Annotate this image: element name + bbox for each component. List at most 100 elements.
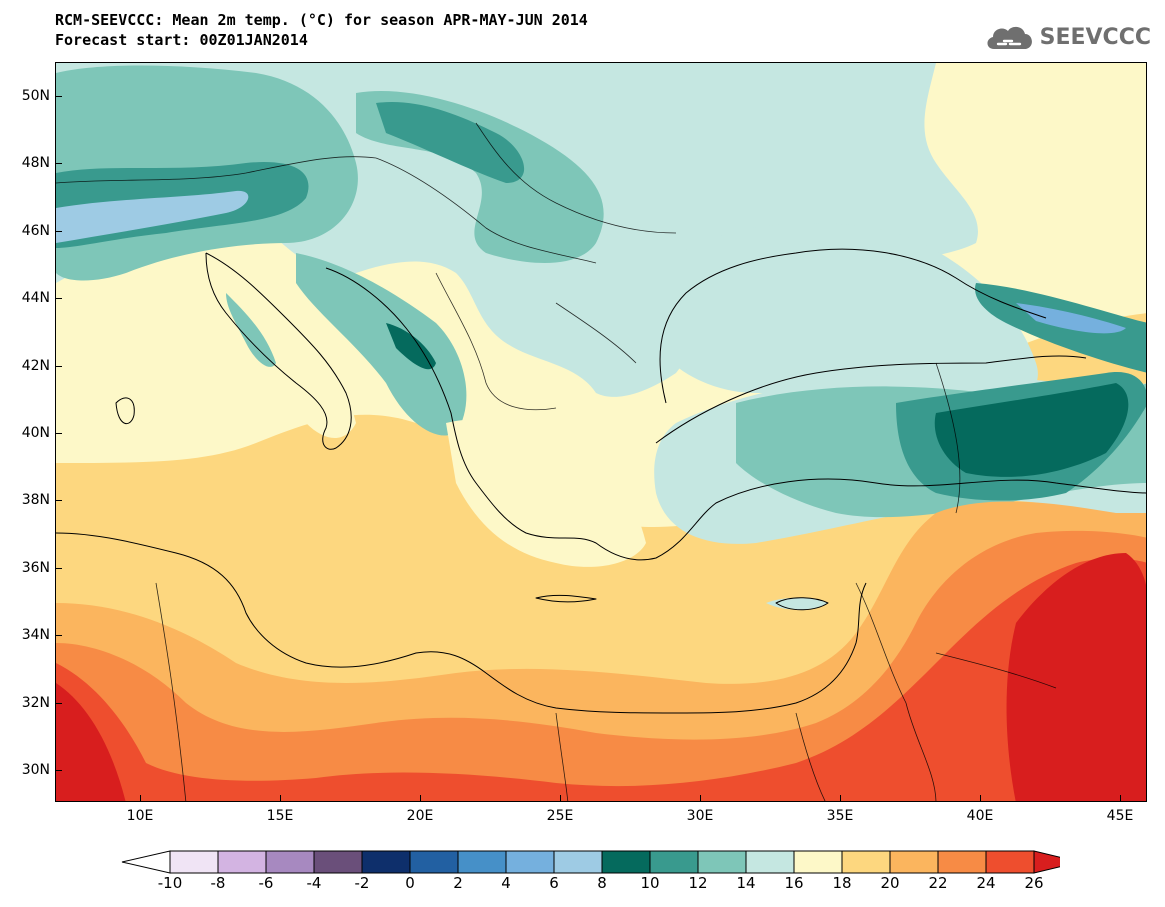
- field-anatolia-10: [934, 383, 1129, 477]
- colorbar-swatch: [793, 850, 843, 874]
- lat-label-46n: 46N: [21, 223, 50, 239]
- cloud-icon: [987, 26, 1032, 49]
- colorbar-max-arrow: [1033, 850, 1060, 874]
- title-line-1: RCM-SEEVCCC: Mean 2m temp. (°C) for seas…: [55, 11, 588, 29]
- colorbar-label: -6: [258, 874, 274, 892]
- colorbar-label: 4: [501, 874, 511, 892]
- colorbar-swatch: [265, 850, 315, 874]
- lat-label-44n: 44N: [21, 290, 50, 306]
- lon-label-10e: 10E: [126, 808, 154, 824]
- lat-label-40n: 40N: [21, 425, 50, 441]
- lat-label-42n: 42N: [21, 358, 50, 374]
- title-line-2: Forecast start: 00Z01JAN2014: [55, 31, 308, 49]
- field-caucasus-6: [1016, 303, 1126, 334]
- lat-label-34n: 34N: [21, 627, 50, 643]
- lon-label-15e: 15E: [266, 808, 294, 824]
- colorbar-swatch: [505, 850, 555, 874]
- colorbar-swatch: [601, 850, 651, 874]
- lon-label-30e: 30E: [686, 808, 714, 824]
- field-arabia-28: [1006, 553, 1146, 801]
- colorbar-label: 22: [928, 874, 948, 892]
- field-south-26: [56, 558, 1146, 801]
- field-south-28: [56, 683, 126, 801]
- map-panel[interactable]: [55, 62, 1147, 802]
- colorbar-label: 0: [405, 874, 415, 892]
- temperature-field: [56, 63, 1146, 801]
- lon-label-20e: 20E: [406, 808, 434, 824]
- lat-tick: [55, 163, 62, 164]
- field-italy-18: [202, 253, 356, 438]
- colorbar-swatch: [553, 850, 603, 874]
- colorbar-swatch: [745, 850, 795, 874]
- lon-tick: [840, 795, 841, 802]
- colorbar-label: 6: [549, 874, 559, 892]
- lat-tick: [55, 770, 62, 771]
- lon-label-35e: 35E: [826, 808, 854, 824]
- lon-tick: [280, 795, 281, 802]
- colorbar-swatch: [313, 850, 363, 874]
- colorbar-label: 24: [976, 874, 996, 892]
- colorbar-label: 14: [736, 874, 756, 892]
- colorbar-label: -10: [157, 874, 183, 892]
- colorbar-label: 26: [1024, 874, 1044, 892]
- lon-label-25e: 25E: [546, 808, 574, 824]
- colorbar-swatch: [649, 850, 699, 874]
- lat-tick: [55, 366, 62, 367]
- colorbar-label: -2: [354, 874, 370, 892]
- colorbar-label: 20: [880, 874, 900, 892]
- lat-tick: [55, 298, 62, 299]
- lat-tick: [55, 231, 62, 232]
- colorbar-label: -8: [210, 874, 226, 892]
- colorbar-label: 16: [784, 874, 804, 892]
- colorbar-swatch: [457, 850, 507, 874]
- lat-label-36n: 36N: [21, 560, 50, 576]
- field-caucasus-12: [975, 283, 1146, 373]
- lat-label-30n: 30N: [21, 762, 50, 778]
- lat-tick: [55, 568, 62, 569]
- lat-tick: [55, 96, 62, 97]
- colorbar-label: 2: [453, 874, 463, 892]
- lon-tick: [1120, 795, 1121, 802]
- colorbar-label: -4: [306, 874, 322, 892]
- field-apennine-14: [226, 293, 276, 367]
- colorbar-label: 18: [832, 874, 852, 892]
- colorbar-swatch: [841, 850, 891, 874]
- lat-label-48n: 48N: [21, 155, 50, 171]
- colorbar-swatch: [937, 850, 987, 874]
- country-borders: [56, 122, 1057, 801]
- colorbar-swatch: [697, 850, 747, 874]
- colorbar-swatch: [361, 850, 411, 874]
- lat-tick: [55, 635, 62, 636]
- colorbar: [121, 850, 1060, 874]
- seevccc-logo: SEEVCCC: [984, 22, 1151, 52]
- lon-label-40e: 40E: [966, 808, 994, 824]
- colorbar-min-arrow: [121, 850, 171, 874]
- colorbar-label: 8: [597, 874, 607, 892]
- colorbar-swatch: [169, 850, 219, 874]
- field-aegean-18: [446, 419, 646, 567]
- logo-text: SEEVCCC: [1039, 24, 1151, 50]
- lat-tick: [55, 703, 62, 704]
- field-dinarides-14: [296, 253, 467, 436]
- field-carpathians-12: [376, 102, 525, 183]
- colorbar-swatch: [217, 850, 267, 874]
- lat-label-38n: 38N: [21, 492, 50, 508]
- colorbar-label: 10: [640, 874, 660, 892]
- map-title: RCM-SEEVCCC: Mean 2m temp. (°C) for seas…: [55, 10, 588, 50]
- lat-tick: [55, 500, 62, 501]
- colorbar-swatch: [889, 850, 939, 874]
- lon-tick: [140, 795, 141, 802]
- lon-tick: [700, 795, 701, 802]
- colorbar-label: 12: [688, 874, 708, 892]
- field-dinarides-10: [386, 323, 436, 370]
- lat-label-50n: 50N: [21, 88, 50, 104]
- field-alps-8: [56, 190, 249, 243]
- colorbar-swatch: [409, 850, 459, 874]
- lon-tick: [420, 795, 421, 802]
- lon-tick: [560, 795, 561, 802]
- lat-tick: [55, 433, 62, 434]
- colorbar-swatch: [985, 850, 1035, 874]
- lon-tick: [980, 795, 981, 802]
- lat-label-32n: 32N: [21, 695, 50, 711]
- coastlines: [56, 248, 1146, 714]
